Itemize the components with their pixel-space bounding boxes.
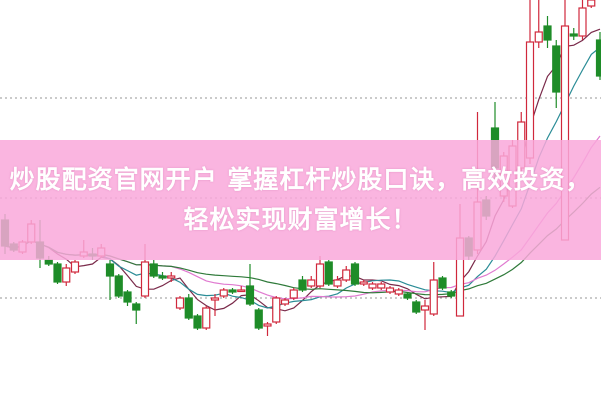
candle-down: [53, 263, 62, 283]
candle-down: [149, 263, 158, 277]
candle-up: [587, 0, 596, 7]
candle-up: [219, 289, 228, 297]
candle-up: [342, 269, 351, 281]
candle-down: [228, 289, 237, 293]
candle-down: [569, 33, 578, 37]
candle-down: [552, 45, 561, 93]
candle-up: [359, 281, 368, 285]
candle-up: [368, 283, 377, 289]
candle-up: [62, 267, 71, 283]
candle-up: [420, 305, 430, 311]
candle-down: [595, 39, 601, 77]
candle-up: [175, 297, 185, 309]
candle-down: [114, 275, 123, 297]
candle-down: [543, 25, 552, 41]
candle-down: [298, 279, 307, 291]
candle-down: [412, 301, 421, 313]
candle-up: [385, 287, 395, 293]
candle-up: [237, 289, 246, 293]
candle-up: [377, 283, 386, 289]
candle-down: [254, 309, 263, 329]
banner-line-2: 轻松实现财富增长！: [183, 205, 418, 234]
candle-down: [447, 291, 456, 297]
banner-line-1: 炒股配资官网开户 掌握杠杆炒股口诀，高效投资，: [9, 165, 592, 194]
candle-down: [350, 263, 360, 285]
candle-up: [202, 307, 211, 329]
candle-up: [534, 31, 543, 43]
candle-up: [70, 261, 80, 273]
candle-down: [158, 275, 167, 279]
candle-up: [167, 275, 176, 279]
candle-down: [44, 259, 53, 265]
candle-up: [263, 323, 272, 327]
candle-down: [245, 285, 255, 305]
candle-down: [403, 293, 412, 299]
promo-banner: 炒股配资官网开户 掌握杠杆炒股口诀，高效投资， 轻松实现财富增长！: [0, 140, 601, 260]
candle-up: [333, 279, 342, 287]
candle-up: [272, 297, 281, 323]
candle-down: [193, 315, 202, 329]
candle-down: [123, 291, 132, 303]
candle-down: [184, 297, 193, 319]
candle-up: [307, 279, 316, 287]
candle-up: [280, 299, 290, 305]
candle-up: [578, 7, 587, 37]
candle-down: [105, 263, 115, 277]
candle-up: [429, 279, 438, 315]
candle-up: [140, 261, 150, 297]
candle-up: [315, 263, 325, 287]
candle-down: [438, 277, 447, 289]
candle-down: [132, 303, 141, 311]
candle-down: [324, 261, 333, 285]
candle-up: [289, 289, 298, 299]
candle-up: [210, 297, 220, 301]
candle-up: [394, 289, 403, 295]
